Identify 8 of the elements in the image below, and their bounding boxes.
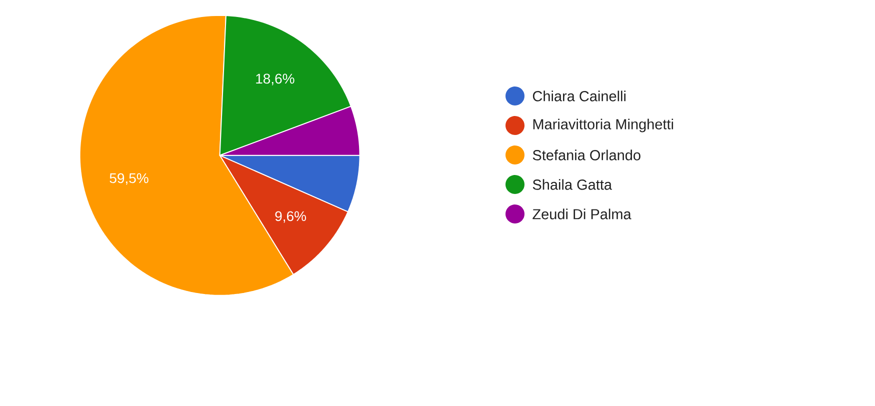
data-label: 9,6% <box>275 211 306 223</box>
legend-label: Stefania Orlando <box>532 150 640 160</box>
legend-label: Mariavittoria Minghetti <box>533 118 674 132</box>
data-label: 59,5% <box>110 173 148 185</box>
legend-label: Zeudi Di Palma <box>532 208 632 220</box>
legend-label: Chiara Cainelli <box>532 90 626 102</box>
data-label: 18,6% <box>256 74 294 86</box>
legend-label: Shaila Gatta <box>532 179 612 190</box>
